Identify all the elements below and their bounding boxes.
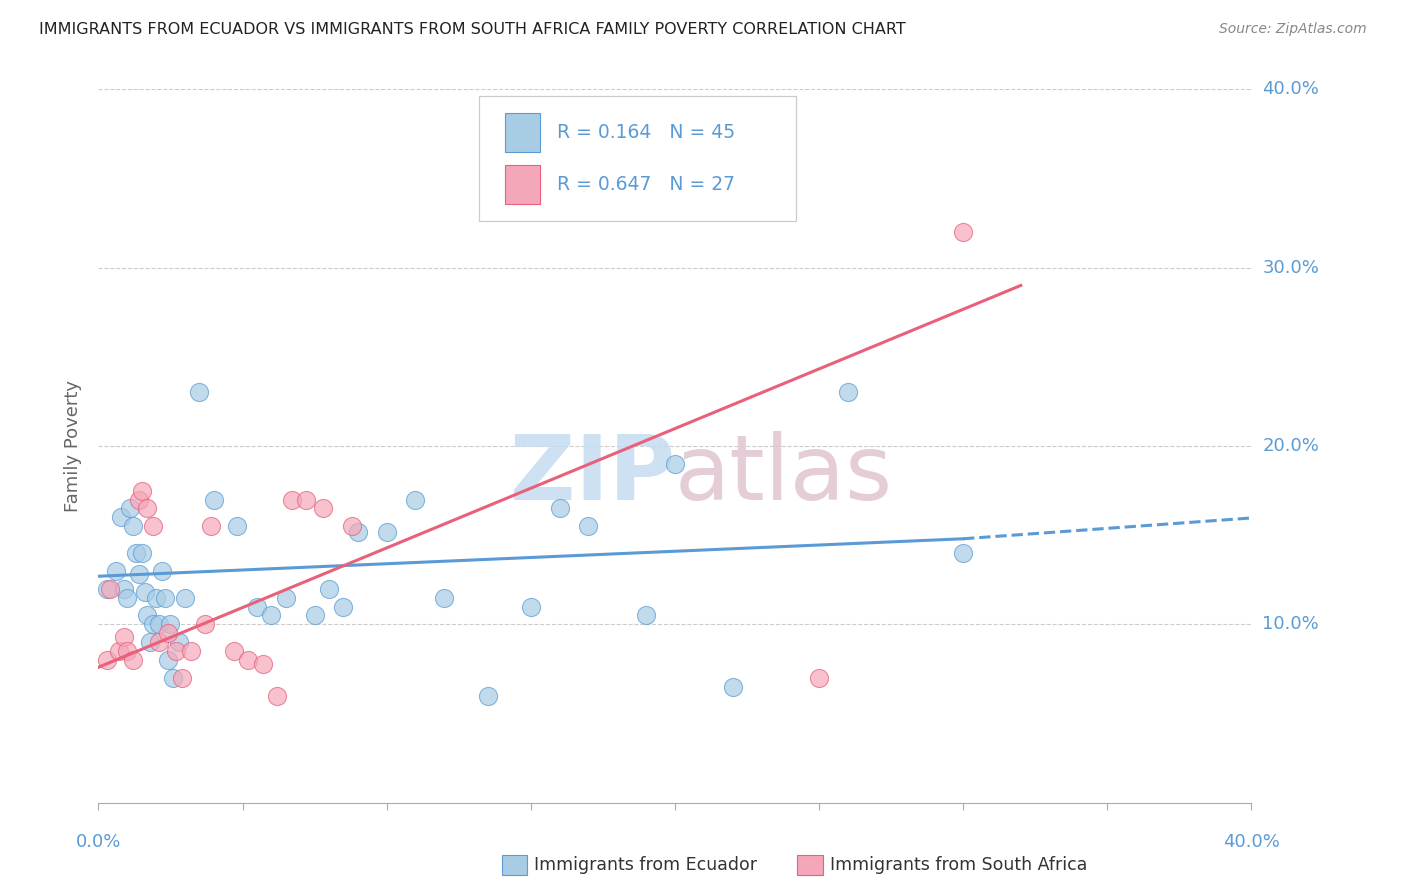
Point xyxy=(222,644,245,658)
Point xyxy=(162,671,184,685)
Point xyxy=(125,546,148,560)
Text: 40.0%: 40.0% xyxy=(1223,833,1279,851)
Point xyxy=(142,519,165,533)
Text: 40.0%: 40.0% xyxy=(1263,80,1319,98)
Text: Source: ZipAtlas.com: Source: ZipAtlas.com xyxy=(1219,22,1367,37)
Point xyxy=(225,519,247,533)
Text: 10.0%: 10.0% xyxy=(1263,615,1319,633)
Point xyxy=(128,492,150,507)
Point xyxy=(246,599,269,614)
Point xyxy=(156,653,179,667)
Point xyxy=(122,519,145,533)
Point xyxy=(107,644,129,658)
Point xyxy=(139,635,162,649)
Point xyxy=(664,457,686,471)
Point xyxy=(117,644,138,658)
Point xyxy=(578,519,600,533)
Point xyxy=(165,644,187,658)
Point xyxy=(159,617,181,632)
Point xyxy=(721,680,744,694)
Text: Immigrants from South Africa: Immigrants from South Africa xyxy=(830,856,1087,874)
Point xyxy=(548,501,571,516)
Point xyxy=(128,567,150,582)
Point xyxy=(134,585,156,599)
FancyBboxPatch shape xyxy=(505,113,540,153)
Point xyxy=(153,591,176,605)
Point xyxy=(98,582,121,596)
Point xyxy=(295,492,318,507)
Point xyxy=(280,492,302,507)
Text: IMMIGRANTS FROM ECUADOR VS IMMIGRANTS FROM SOUTH AFRICA FAMILY POVERTY CORRELATI: IMMIGRANTS FROM ECUADOR VS IMMIGRANTS FR… xyxy=(39,22,905,37)
Point xyxy=(148,635,170,649)
Point xyxy=(167,635,190,649)
Point xyxy=(260,608,283,623)
Point xyxy=(142,617,165,632)
Point xyxy=(433,591,456,605)
Text: 30.0%: 30.0% xyxy=(1263,259,1319,277)
Point xyxy=(346,524,368,539)
Text: 20.0%: 20.0% xyxy=(1263,437,1319,455)
Point xyxy=(636,608,658,623)
Point xyxy=(145,591,167,605)
Point xyxy=(120,501,142,516)
Point xyxy=(170,671,193,685)
Point xyxy=(136,501,159,516)
Point xyxy=(150,564,173,578)
Text: R = 0.164   N = 45: R = 0.164 N = 45 xyxy=(557,123,735,143)
Point xyxy=(238,653,260,667)
Point xyxy=(274,591,297,605)
Point xyxy=(252,657,274,671)
Point xyxy=(148,617,170,632)
Point xyxy=(837,385,859,400)
Point xyxy=(312,501,335,516)
Point xyxy=(405,492,427,507)
Point xyxy=(194,617,217,632)
Point xyxy=(117,591,138,605)
Point xyxy=(112,630,135,644)
Point xyxy=(952,546,974,560)
Y-axis label: Family Poverty: Family Poverty xyxy=(65,380,83,512)
Point xyxy=(122,653,145,667)
Point xyxy=(332,599,354,614)
Point xyxy=(110,510,132,524)
FancyBboxPatch shape xyxy=(479,96,796,221)
Point xyxy=(375,524,398,539)
Point xyxy=(952,225,974,239)
Point xyxy=(807,671,830,685)
Point xyxy=(318,582,340,596)
Point xyxy=(266,689,288,703)
Text: atlas: atlas xyxy=(675,431,893,518)
Point xyxy=(304,608,326,623)
Point xyxy=(477,689,499,703)
Text: Immigrants from Ecuador: Immigrants from Ecuador xyxy=(534,856,758,874)
Point xyxy=(188,385,211,400)
Point xyxy=(136,608,159,623)
Point xyxy=(156,626,179,640)
Point xyxy=(340,519,363,533)
Point xyxy=(96,582,118,596)
Text: ZIP: ZIP xyxy=(510,431,675,518)
FancyBboxPatch shape xyxy=(505,165,540,204)
Point xyxy=(174,591,197,605)
Point xyxy=(131,483,153,498)
Point xyxy=(131,546,153,560)
Point xyxy=(200,519,222,533)
Point xyxy=(112,582,135,596)
Text: R = 0.647   N = 27: R = 0.647 N = 27 xyxy=(557,175,735,194)
Text: 0.0%: 0.0% xyxy=(76,833,121,851)
Point xyxy=(96,653,118,667)
Point xyxy=(202,492,225,507)
Point xyxy=(180,644,202,658)
Point xyxy=(520,599,543,614)
Point xyxy=(104,564,127,578)
